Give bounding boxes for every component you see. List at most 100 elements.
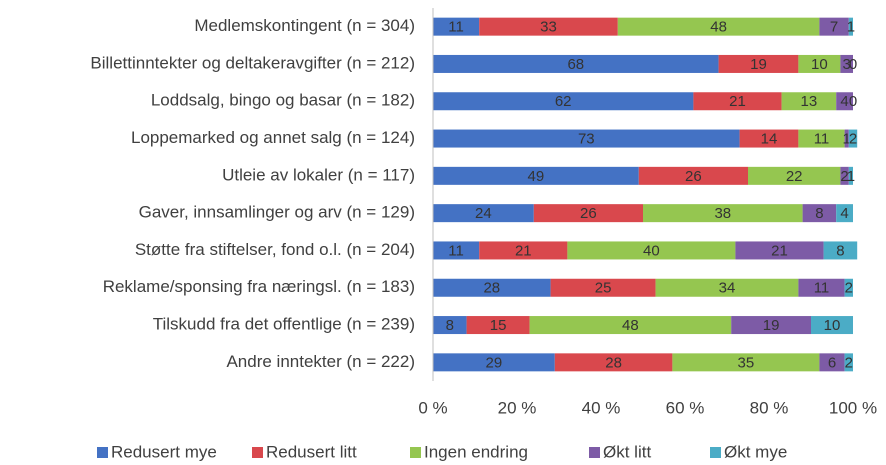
- data-label: 1: [843, 131, 851, 148]
- legend-swatch: [97, 447, 108, 458]
- data-label: 3: [843, 56, 851, 73]
- data-label: 62: [555, 93, 572, 110]
- bar-segment: [739, 129, 799, 148]
- data-label: 26: [580, 205, 597, 222]
- bar-segment: [433, 204, 534, 223]
- bar-segment: [844, 129, 849, 148]
- data-label: 38: [714, 205, 731, 222]
- data-label: 2: [845, 354, 853, 371]
- bar-segment: [819, 353, 845, 372]
- bar-segment: [433, 241, 480, 260]
- bar-segment: [638, 166, 748, 185]
- bar-segment: [529, 316, 732, 335]
- data-label: 21: [771, 242, 788, 259]
- bar-segment: [617, 17, 820, 36]
- bar-segment: [848, 129, 858, 148]
- bar-segment: [802, 204, 837, 223]
- data-label: 24: [475, 205, 492, 222]
- data-label: 28: [605, 354, 622, 371]
- bar-segment: [819, 17, 849, 36]
- data-label: 25: [595, 280, 612, 297]
- bar-segment: [836, 204, 853, 223]
- data-label: 21: [515, 242, 532, 259]
- bar-segment: [693, 92, 782, 111]
- legend-label: Redusert mye: [111, 442, 217, 461]
- data-label: 2: [849, 131, 857, 148]
- bar-segment: [848, 17, 853, 36]
- bar-segment: [433, 353, 555, 372]
- bar-segment: [798, 129, 845, 148]
- bar-segment: [466, 316, 530, 335]
- data-label: 15: [490, 317, 507, 334]
- bar-segment: [731, 316, 811, 335]
- bar-segment: [479, 241, 568, 260]
- data-label: 11: [814, 131, 830, 148]
- data-label: 19: [763, 317, 780, 334]
- bar-segment: [823, 241, 858, 260]
- data-label: 48: [710, 19, 727, 36]
- data-label: 1: [847, 168, 855, 185]
- category-label: Loddsalg, bingo og basar (n = 182): [151, 91, 415, 110]
- category-label: Støtte fra stiftelser, fond o.l. (n = 20…: [135, 240, 415, 259]
- bar-segment: [479, 17, 618, 36]
- category-label: Billettinntekter og deltakeravgifter (n …: [90, 53, 415, 72]
- x-tick-label: 40 %: [582, 398, 621, 417]
- data-label: 49: [528, 168, 545, 185]
- bar-segment: [433, 129, 740, 148]
- bar-segment: [433, 17, 480, 36]
- x-tick-label: 100 %: [829, 398, 877, 417]
- bar-segment: [798, 278, 845, 297]
- bar-segment: [844, 278, 853, 297]
- data-label: 6: [828, 354, 836, 371]
- bar-segment: [554, 353, 673, 372]
- data-label: 19: [750, 56, 767, 73]
- data-label: 73: [578, 131, 595, 148]
- data-label: 33: [540, 19, 557, 36]
- data-label: 1: [847, 19, 855, 36]
- data-label: 34: [719, 280, 736, 297]
- data-label: 26: [685, 168, 702, 185]
- data-label: 13: [801, 93, 818, 110]
- bar-segment: [643, 204, 803, 223]
- data-label: 35: [738, 354, 755, 371]
- bar-segment: [718, 54, 799, 73]
- bar-segment: [433, 54, 719, 73]
- bar-segment: [433, 166, 639, 185]
- data-label: 4: [840, 93, 848, 110]
- data-label: 21: [729, 93, 746, 110]
- data-label: 2: [840, 168, 848, 185]
- bar-segment: [433, 278, 551, 297]
- category-label: Reklame/sponsing fra næringsl. (n = 183): [103, 277, 415, 296]
- data-label: 22: [786, 168, 803, 185]
- data-label: 29: [486, 354, 503, 371]
- data-label: 2: [845, 280, 853, 297]
- bar-segment: [550, 278, 656, 297]
- data-label: 11: [448, 242, 464, 259]
- data-label: 14: [761, 131, 778, 148]
- data-label: 0: [849, 93, 857, 110]
- data-label: 40: [643, 242, 660, 259]
- bar-segment: [840, 54, 853, 73]
- category-label: Utleie av lokaler (n = 117): [222, 165, 415, 184]
- category-label: Medlemskontingent (n = 304): [194, 16, 415, 35]
- data-label: 68: [567, 56, 584, 73]
- category-label: Gaver, innsamlinger og arv (n = 129): [139, 203, 415, 222]
- legend-swatch: [710, 447, 721, 458]
- x-tick-label: 0 %: [418, 398, 447, 417]
- x-tick-label: 80 %: [750, 398, 789, 417]
- data-label: 10: [811, 56, 828, 73]
- legend-label: Redusert litt: [266, 442, 357, 461]
- data-label: 11: [814, 280, 830, 297]
- bar-segment: [433, 316, 467, 335]
- legend-label: Økt mye: [724, 442, 787, 461]
- data-label: 4: [840, 205, 848, 222]
- bar-segment: [735, 241, 824, 260]
- x-tick-label: 60 %: [666, 398, 705, 417]
- x-tick-label: 20 %: [498, 398, 537, 417]
- category-label: Loppemarked og annet salg (n = 124): [131, 128, 415, 147]
- bar-segment: [433, 92, 694, 111]
- data-label: 0: [849, 56, 857, 73]
- data-label: 11: [448, 19, 464, 36]
- bar-segment: [748, 166, 841, 185]
